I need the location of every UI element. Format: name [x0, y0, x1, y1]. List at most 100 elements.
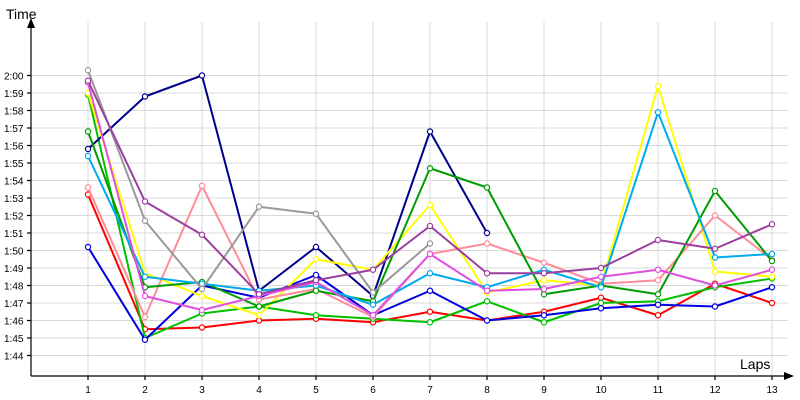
x-tick-label: 8 — [484, 385, 490, 396]
data-point — [540, 319, 548, 326]
data-point — [597, 299, 605, 307]
data-point — [711, 268, 719, 275]
data-point — [426, 240, 434, 247]
y-tick-label: 1:55 — [4, 159, 24, 170]
x-tick-label: 9 — [541, 385, 547, 396]
data-point — [426, 308, 434, 315]
data-point — [198, 324, 206, 331]
x-tick-label: 3 — [199, 385, 205, 396]
y-tick-label: 1:57 — [4, 124, 24, 135]
data-point — [84, 184, 92, 191]
x-tick-label: 6 — [370, 385, 376, 396]
data-point — [255, 291, 263, 298]
data-point — [426, 222, 434, 230]
series-11 — [84, 77, 776, 298]
data-point — [255, 303, 263, 310]
data-point — [711, 212, 719, 219]
data-point — [141, 292, 149, 300]
x-tick-labels: 1 2 3 4 5 6 7 8 9 10 11 12 13 — [85, 385, 778, 396]
data-point — [141, 198, 149, 205]
data-point — [312, 256, 320, 263]
y-tick-label: 1:44 — [4, 352, 24, 363]
data-point — [654, 277, 662, 284]
y-tick-label: 1:45 — [4, 334, 24, 345]
data-point — [483, 270, 491, 277]
y-tick-label: 2:00 — [4, 72, 24, 83]
data-point — [255, 312, 263, 319]
data-point — [312, 277, 320, 284]
data-point — [312, 287, 320, 294]
data-point — [597, 294, 605, 301]
data-point — [141, 273, 149, 280]
data-point — [312, 271, 320, 279]
data-point — [84, 145, 92, 153]
data-point — [369, 301, 377, 308]
data-point — [711, 187, 719, 195]
x-axis-title: Laps — [740, 356, 770, 372]
series-line — [87, 74, 488, 297]
data-point — [426, 287, 434, 294]
data-point — [483, 298, 491, 305]
data-point — [654, 291, 662, 298]
data-point — [198, 285, 206, 293]
axes: Time Laps — [6, 6, 794, 380]
y-tick-label: 1:59 — [4, 89, 24, 100]
data-point — [483, 240, 491, 247]
data-point — [426, 319, 434, 326]
data-point — [198, 292, 206, 300]
y-tick-label: 1:47 — [4, 299, 24, 310]
x-tick-label: 4 — [256, 385, 262, 396]
data-point — [198, 182, 206, 189]
data-point — [768, 299, 776, 307]
data-point — [255, 317, 263, 324]
data-point — [84, 67, 92, 74]
data-point — [654, 82, 662, 90]
data-point — [540, 312, 548, 319]
y-tick-label: 1:58 — [4, 107, 24, 118]
data-point — [369, 266, 377, 273]
data-point — [597, 264, 605, 272]
x-axis-arrow — [784, 372, 794, 380]
data-point — [540, 277, 548, 284]
data-point — [654, 266, 662, 273]
x-tick-label: 7 — [427, 385, 433, 396]
data-point — [141, 93, 149, 100]
data-point — [768, 273, 776, 280]
data-point — [255, 203, 263, 210]
data-point — [540, 259, 548, 266]
y-tick-label: 1:52 — [4, 212, 24, 223]
data-point — [711, 282, 719, 289]
data-point — [654, 301, 662, 308]
x-tick-label: 10 — [595, 385, 607, 396]
y-tick-label: 1:51 — [4, 229, 24, 240]
data-point — [312, 312, 320, 319]
data-point — [540, 291, 548, 298]
data-point — [369, 312, 377, 319]
x-tick-label: 5 — [313, 385, 319, 396]
data-point — [198, 231, 206, 238]
data-point — [768, 266, 776, 273]
data-point — [312, 210, 320, 217]
x-tick-label: 1 — [85, 385, 91, 396]
data-point — [483, 287, 491, 294]
data-point — [654, 312, 662, 319]
data-point — [654, 109, 662, 116]
data-point — [84, 77, 92, 84]
data-point — [768, 284, 776, 291]
data-point — [597, 273, 605, 280]
data-point — [312, 243, 320, 251]
x-tick-label: 13 — [766, 385, 778, 396]
data-point — [84, 152, 92, 160]
y-tick-label: 1:53 — [4, 194, 24, 205]
data-point — [540, 270, 548, 277]
data-point — [141, 313, 149, 321]
y-tick-label: 1:54 — [4, 177, 24, 188]
data-point — [768, 221, 776, 228]
data-point — [540, 285, 548, 293]
data-point — [654, 236, 662, 244]
data-point — [768, 250, 776, 258]
data-point — [426, 201, 434, 209]
data-point — [84, 243, 92, 251]
data-point — [198, 72, 206, 79]
